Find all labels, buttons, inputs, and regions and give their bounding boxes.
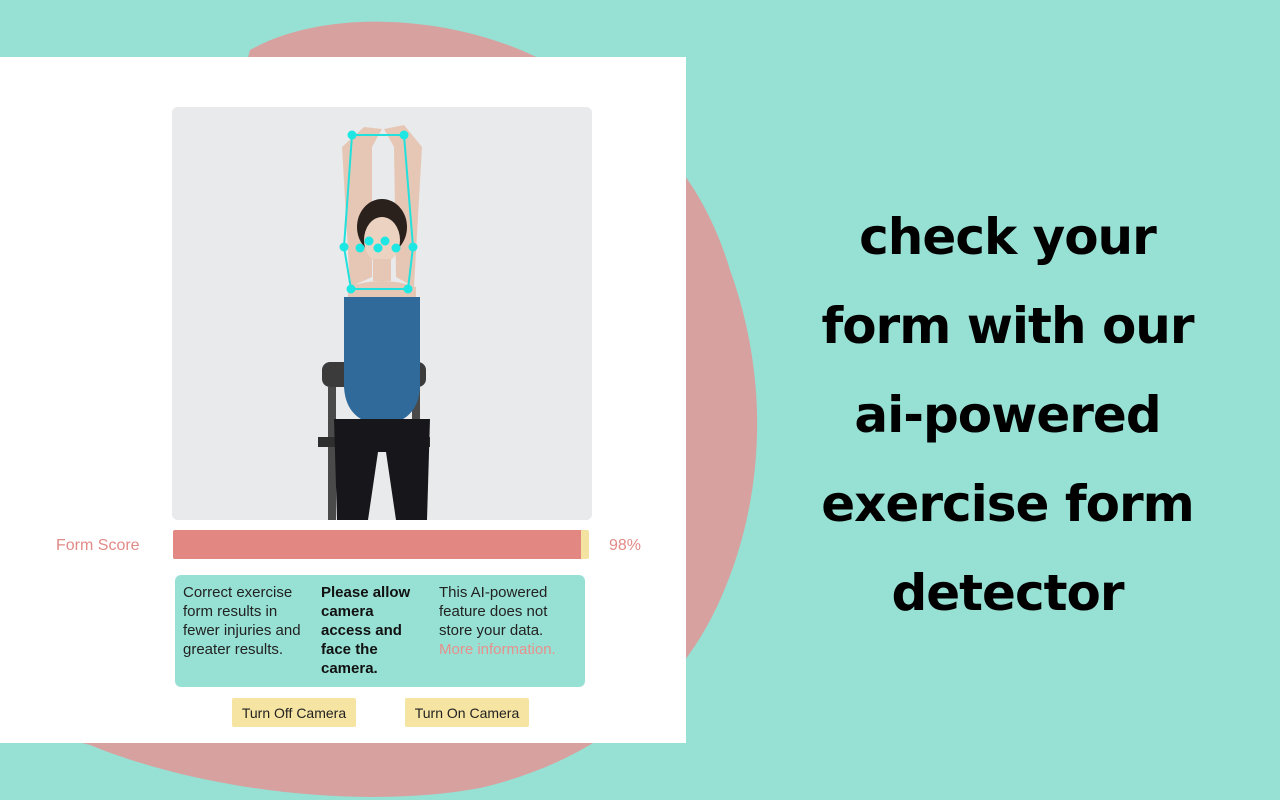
promo-headline: check your form with our ai-powered exer… <box>780 193 1235 638</box>
form-score-bar <box>173 530 589 559</box>
form-score-value: 98% <box>609 537 642 554</box>
form-score-label: Form Score <box>56 537 140 554</box>
pose-skeleton <box>342 134 415 290</box>
pose-keypoints <box>339 130 418 294</box>
headline-line: ai-powered <box>854 386 1161 444</box>
turn-off-camera-button[interactable]: Turn Off Camera <box>232 698 356 727</box>
pose-illustration <box>172 107 592 520</box>
turn-on-camera-button[interactable]: Turn On Camera <box>405 698 529 727</box>
headline-line: form with our <box>821 297 1194 355</box>
info-box: Correct exercise form results in fewer i… <box>175 575 585 687</box>
headline-line: detector <box>891 564 1124 622</box>
camera-view <box>172 107 592 520</box>
info-injuries-text: Correct exercise form results in fewer i… <box>183 584 301 658</box>
headline-line: check your <box>859 208 1157 266</box>
info-privacy-text: This AI-powered feature does not store y… <box>439 584 548 639</box>
more-information-link[interactable]: More information. <box>439 641 556 658</box>
info-camera-instruction: Please allow camera access and face the … <box>321 584 411 677</box>
form-score-fill <box>173 530 581 559</box>
headline-line: exercise form <box>821 475 1194 533</box>
info-privacy: This AI-powered feature does not store y… <box>439 583 559 679</box>
